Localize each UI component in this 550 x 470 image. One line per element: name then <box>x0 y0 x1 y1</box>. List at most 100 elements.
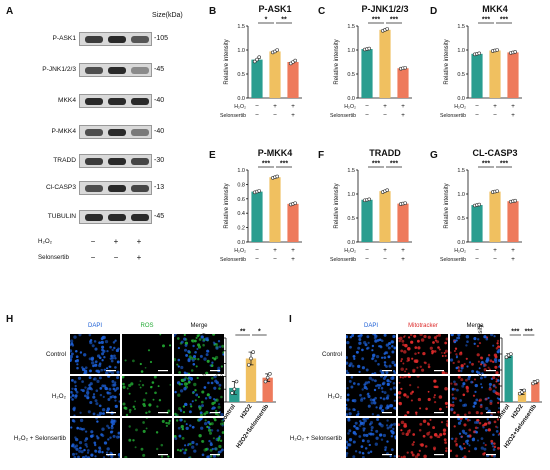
chart-c: P-JNK1/2/3 0.0 0.5 1.0 1.5 Relative intensity… <box>330 4 412 119</box>
treatment-sign: + <box>493 103 497 110</box>
bar <box>489 191 501 242</box>
data-point <box>255 57 259 62</box>
blot-band-icon <box>108 129 126 136</box>
blot-band-icon <box>85 98 103 105</box>
blot-strip <box>79 154 152 168</box>
category-label: H2O2+Selonsertib <box>236 403 271 449</box>
data-point <box>253 59 257 64</box>
blot-band-icon <box>131 158 149 165</box>
panel-letter-f: F <box>318 150 325 161</box>
data-point <box>504 355 509 360</box>
bar <box>531 382 540 402</box>
bar <box>517 392 527 402</box>
y-tick-label: 0.0 <box>347 96 355 102</box>
data-point <box>249 356 253 361</box>
micrograph-row-label: H₂O₂ <box>51 393 66 400</box>
y-tick-label: 1.0 <box>347 192 355 198</box>
significance-label: *** <box>262 161 270 168</box>
blot-band-icon <box>108 214 126 221</box>
chart-title: P-ASK1 <box>258 4 291 14</box>
micrograph-row-label: H₂O₂ + Selonsertib <box>289 435 342 442</box>
treatment-sign: − <box>475 103 479 110</box>
blot-strip <box>79 94 152 108</box>
y-tick-label: 0.2 <box>237 226 245 232</box>
chart-title: CL-CASP3 <box>472 148 517 158</box>
y-tick-label: 0.5 <box>347 216 355 222</box>
micrograph-tile-icon <box>122 334 172 374</box>
data-point <box>385 27 390 31</box>
treatment-sign: + <box>511 112 515 119</box>
treatment-sign: + <box>291 112 295 119</box>
treatment-sign: + <box>273 247 277 254</box>
significance-label: *** <box>500 161 508 168</box>
blot-size-label: -40 <box>154 128 165 135</box>
blot-band-icon <box>131 36 149 43</box>
data-point <box>477 202 482 207</box>
treatment-sign: + <box>401 247 405 254</box>
micrograph-tile-icon <box>450 376 500 416</box>
treatment-sign: + <box>291 256 295 263</box>
blot-strip <box>79 181 152 195</box>
chart-title: P-MKK4 <box>258 148 293 158</box>
y-axis-label: Relative intensity <box>444 183 450 228</box>
micrograph-tile-icon <box>346 334 396 374</box>
bar <box>245 358 257 402</box>
treatment-sign: + <box>291 247 295 254</box>
chart-f: TRADD 0.0 0.5 1.0 1.5 Relative intensity *** **… <box>330 148 412 263</box>
blot-strip <box>79 125 152 139</box>
data-point <box>275 48 280 52</box>
treatment-sign: − <box>255 112 259 119</box>
blot-strip <box>79 63 152 77</box>
treatment-sign: + <box>383 247 387 254</box>
treatment-sign: + <box>511 103 515 110</box>
blot-size-label: -40 <box>154 97 165 104</box>
blot-band-icon <box>85 185 103 192</box>
y-tick-label: 0.0 <box>457 240 465 246</box>
blot-band-icon <box>85 214 103 221</box>
bar <box>471 53 483 98</box>
blot-strip <box>79 210 152 224</box>
bar <box>251 191 263 242</box>
y-tick-label: 0.6 <box>237 197 245 203</box>
y-axis-label: Relative intensity <box>334 39 340 84</box>
bar <box>287 203 299 242</box>
bar <box>287 62 299 98</box>
panel-letter-d: D <box>430 6 438 17</box>
treatment-sign: − <box>493 256 497 263</box>
micrograph-row-label: Control <box>322 351 342 358</box>
bar <box>379 29 391 99</box>
panel-letter-g: G <box>430 150 438 161</box>
blot-size-label: -30 <box>154 157 165 164</box>
data-point <box>403 201 408 205</box>
y-tick-label: 0.5 <box>347 72 355 78</box>
chart-d: MKK4 0.0 0.5 1.0 1.5 Relative intensity *** ***… <box>440 4 522 119</box>
treatment-sign: − <box>365 103 369 110</box>
blot-band-icon <box>108 36 126 43</box>
significance-label: * <box>265 17 268 24</box>
micrograph-column-title: Merge <box>190 323 208 329</box>
treatment-sign: + <box>383 103 387 110</box>
micrograph-row-label: H₂O₂ <box>327 393 342 400</box>
bar <box>379 191 391 242</box>
blot-band-icon <box>85 36 103 43</box>
y-tick-label: 0.5 <box>237 72 245 78</box>
data-point <box>257 55 262 60</box>
bar <box>361 49 373 98</box>
chart-title: P-JNK1/2/3 <box>361 4 408 14</box>
treatment-label: Selonsertib <box>220 257 246 263</box>
blot-row-label: TRADD <box>53 157 76 164</box>
data-point <box>275 174 280 179</box>
data-point <box>495 48 500 52</box>
bar <box>229 387 240 402</box>
significance-label: *** <box>372 161 380 168</box>
treatment-sign: − <box>365 112 369 119</box>
micrograph-row-label: H₂O₂ + Selonsertib <box>13 435 66 442</box>
treatment-sign: − <box>90 237 96 246</box>
data-point <box>251 350 255 354</box>
micrograph-tile-icon <box>70 418 120 458</box>
significance-label: *** <box>500 17 508 24</box>
micrograph-tile-icon <box>398 418 448 458</box>
blot-band-icon <box>85 67 103 74</box>
y-axis-label: Relative intensity <box>224 39 230 84</box>
